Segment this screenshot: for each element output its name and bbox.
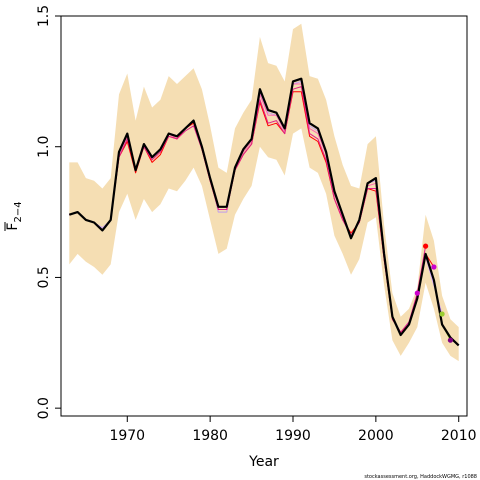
y-axis-label: F2−4 xyxy=(4,201,24,231)
series-layer xyxy=(68,77,460,347)
end-point-2009 xyxy=(447,337,453,343)
y-tick-label-2: 1.0 xyxy=(36,136,52,158)
x-axis-label: Year xyxy=(248,454,279,470)
x-tick-label-1970: 1970 xyxy=(109,428,145,444)
credit-text: stockassessment.org, HaddockWGMG, r1088 xyxy=(364,474,477,480)
y-tick-label-1: 0.5 xyxy=(36,266,52,288)
end-point-2007 xyxy=(431,264,437,270)
x-tick-label-1980: 1980 xyxy=(192,428,228,444)
svg-text:F2−4: F2−4 xyxy=(5,201,24,230)
y-axis-label-sub: 2−4 xyxy=(13,201,24,222)
y-axis-label-main: F xyxy=(5,223,21,231)
plot-frame xyxy=(60,15,468,417)
x-tick-label-2010: 2010 xyxy=(441,428,477,444)
end-points-layer xyxy=(414,243,453,343)
y-tick-label-3: 1.5 xyxy=(36,5,52,27)
y-tick-label-0: 0.0 xyxy=(36,397,52,419)
end-point-2006 xyxy=(423,243,429,249)
series-line-main xyxy=(68,77,460,347)
x-tick-label-1990: 1990 xyxy=(275,428,311,444)
x-axis: 1970 1980 1990 2000 2010 xyxy=(109,416,477,444)
end-point-2005 xyxy=(414,290,420,296)
y-axis: 0.0 0.5 1.0 1.5 xyxy=(36,5,61,419)
confidence-band-layer xyxy=(69,23,459,362)
x-tick-label-2000: 2000 xyxy=(358,428,394,444)
end-point-2008 xyxy=(439,311,445,317)
confidence-band xyxy=(69,23,459,362)
